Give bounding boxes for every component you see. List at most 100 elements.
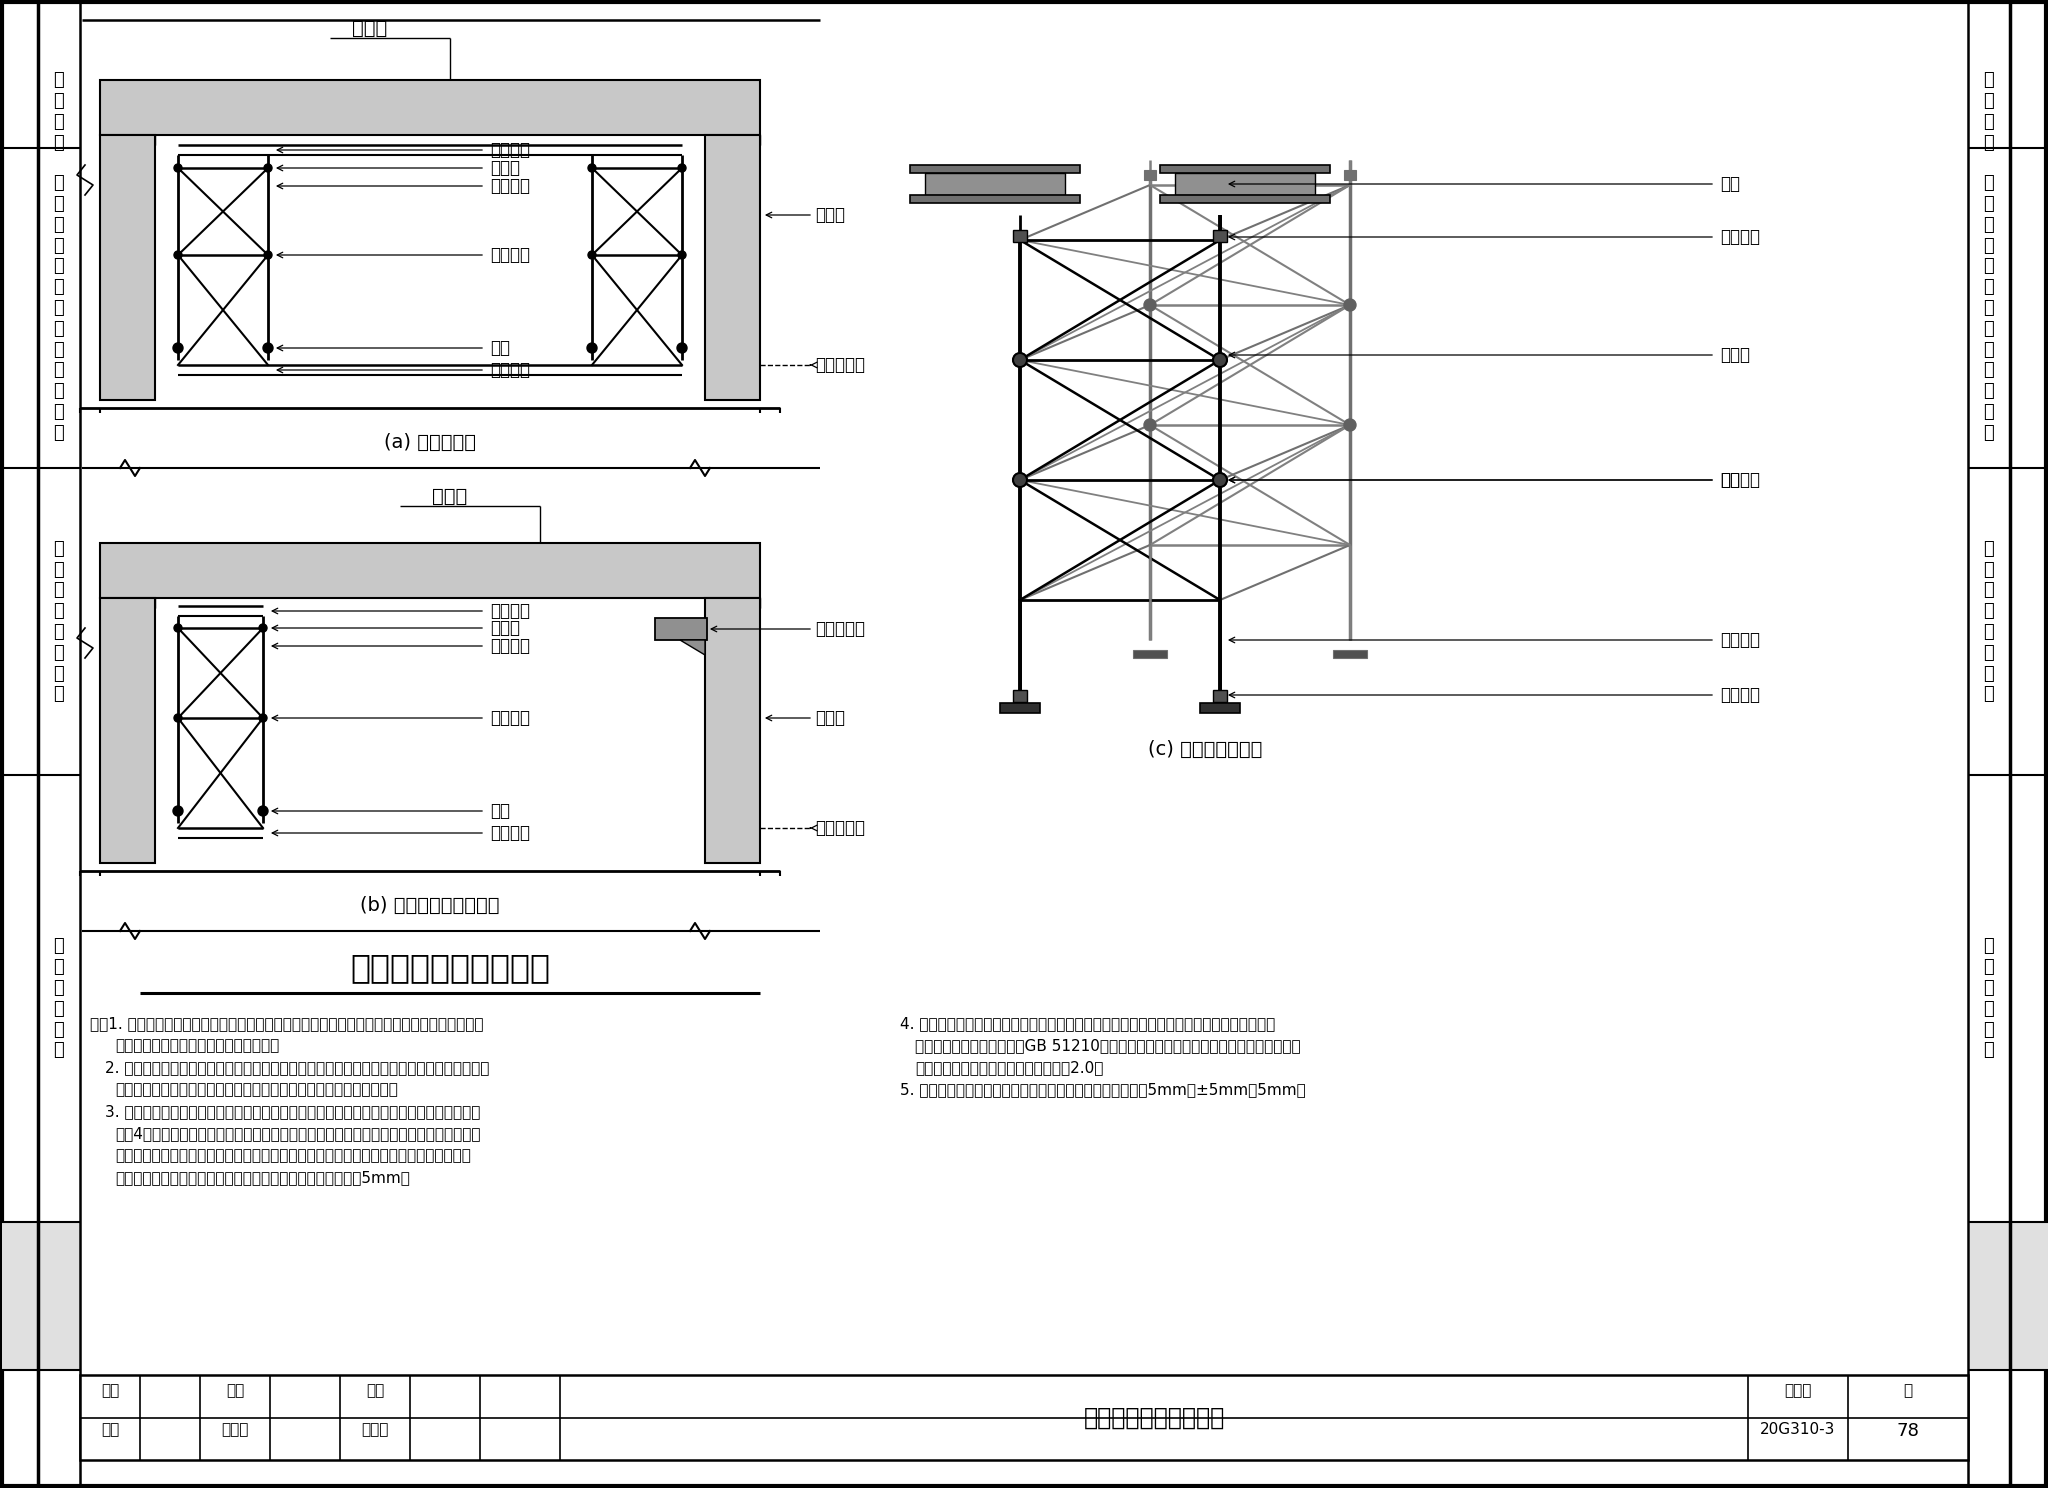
Text: 施
工
技
术
措
施: 施 工 技 术 措 施	[53, 937, 63, 1059]
Text: 可调节杆: 可调节杆	[1720, 228, 1759, 246]
Bar	[705, 135, 760, 400]
Text: 赵勇: 赵勇	[100, 1423, 119, 1437]
Circle shape	[174, 164, 182, 173]
Circle shape	[258, 623, 266, 632]
Circle shape	[678, 164, 686, 173]
Circle shape	[1014, 353, 1026, 368]
Text: 3. 根据预制梁及施工荷载等条件设置跨间临时支撑架。选用单元式支撑架时，支撑架立杆不: 3. 根据预制梁及施工荷载等条件设置跨间临时支撑架。选用单元式支撑架时，支撑架立…	[104, 1104, 481, 1119]
Bar	[100, 598, 156, 863]
Bar	[926, 173, 1065, 195]
Text: 王弘毅: 王弘毅	[360, 1423, 389, 1437]
Bar	[100, 598, 156, 609]
Text: 施
工
技
术
措
施: 施 工 技 术 措 施	[1985, 937, 1995, 1059]
Text: 水平撑杆: 水平撑杆	[1720, 472, 1759, 490]
Bar	[1970, 1222, 2048, 1370]
Text: 定措施的拆除应在相应装配式框架结构达到后续施工承载要求后进行。: 定措施的拆除应在相应装配式框架结构达到后续施工承载要求后进行。	[115, 1082, 397, 1097]
Text: 78: 78	[1896, 1423, 1919, 1440]
Text: 一
般
构
造: 一 般 构 造	[1985, 71, 1995, 152]
Bar	[1145, 170, 1155, 180]
Bar	[2, 1222, 80, 1370]
Bar	[909, 165, 1079, 173]
Bar	[1133, 650, 1167, 658]
Text: 支撑立杆: 支撑立杆	[489, 177, 530, 195]
Circle shape	[678, 251, 686, 259]
Text: 校对: 校对	[225, 1382, 244, 1399]
Text: 结构完成面: 结构完成面	[815, 356, 864, 373]
Text: 注：1. 本图适用于预制梁临时固定措施采用支撑架或支撑架和临时钢牛腿的情况。当有可靠经验: 注：1. 本图适用于预制梁临时固定措施采用支撑架或支撑架和临时钢牛腿的情况。当有…	[90, 1016, 483, 1031]
Text: 可调节杆: 可调节杆	[489, 603, 530, 620]
Circle shape	[258, 806, 268, 815]
Circle shape	[1145, 299, 1155, 311]
Text: 结构完成面: 结构完成面	[815, 818, 864, 836]
Text: 预制梁: 预制梁	[352, 19, 387, 39]
Text: 可调节杆: 可调节杆	[489, 362, 530, 379]
Text: 预
制
梁
、
预
制
柱
和
节
点
区
构
造: 预 制 梁 、 预 制 柱 和 节 点 区 构 造	[53, 174, 63, 442]
Text: 水平撑杆: 水平撑杆	[489, 246, 530, 263]
Text: 圆盘: 圆盘	[489, 339, 510, 357]
Bar	[100, 135, 156, 400]
Text: 斜撑杆: 斜撑杆	[489, 159, 520, 177]
Text: 面，托梁应具备足够的强度与刚度，托梁型钢板材壁厚不小于5mm。: 面，托梁应具备足够的强度与刚度，托梁型钢板材壁厚不小于5mm。	[115, 1170, 410, 1184]
Circle shape	[1145, 420, 1155, 432]
Circle shape	[588, 164, 596, 173]
Bar	[1014, 690, 1026, 702]
Text: 下均设可调节杆，以调整支撑高程。支撑架顶设置型钢托梁，预制梁安装时搁置于托梁顶: 下均设可调节杆，以调整支撑高程。支撑架顶设置型钢托梁，预制梁安装时搁置于托梁顶	[115, 1149, 471, 1164]
Text: 时，也可采用其他的临时固定措施做法。: 时，也可采用其他的临时固定措施做法。	[115, 1039, 279, 1054]
Text: 可调节杆: 可调节杆	[489, 824, 530, 842]
Bar	[1333, 650, 1366, 658]
Text: 预
制
梁
、
预
制
柱
和
节
点
区
构
造: 预 制 梁 、 预 制 柱 和 节 点 区 构 造	[1985, 174, 1995, 442]
Text: 预制梁临时固定措施二: 预制梁临时固定措施二	[1083, 1406, 1225, 1430]
Bar	[1159, 165, 1329, 173]
Circle shape	[1014, 473, 1026, 487]
Bar	[705, 598, 760, 609]
Text: 页: 页	[1903, 1382, 1913, 1399]
Circle shape	[174, 714, 182, 722]
Text: 水平撑杆: 水平撑杆	[489, 708, 530, 728]
Text: 预制柱: 预制柱	[815, 708, 846, 728]
Circle shape	[1212, 473, 1227, 487]
Text: 圆盘: 圆盘	[489, 802, 510, 820]
Bar	[100, 80, 760, 135]
Text: 可调节杆: 可调节杆	[1720, 686, 1759, 704]
Text: 临时钢牛腿: 临时钢牛腿	[815, 620, 864, 638]
Bar	[1212, 690, 1227, 702]
Text: 报告。支撑架的施工安全系数不应小于2.0。: 报告。支撑架的施工安全系数不应小于2.0。	[915, 1059, 1104, 1074]
Bar	[909, 195, 1079, 202]
Circle shape	[1343, 299, 1356, 311]
Circle shape	[1343, 420, 1356, 432]
Text: 20G310-3: 20G310-3	[1761, 1423, 1835, 1437]
Text: 预制梁临时固定措施二: 预制梁临时固定措施二	[350, 951, 551, 984]
Text: 斜撑杆: 斜撑杆	[489, 619, 520, 637]
Text: 少于4支；立杆之间需设水平撑杆及斜撑杆，以保证支撑架的整体稳固性。支撑架立杆上、: 少于4支；立杆之间需设水平撑杆及斜撑杆，以保证支撑架的整体稳固性。支撑架立杆上、	[115, 1126, 481, 1141]
Text: 托梁: 托梁	[1720, 176, 1741, 193]
Bar	[1200, 702, 1239, 713]
Text: 支撑立杆: 支撑立杆	[489, 637, 530, 655]
Text: 脚手架安全技术统一标准》GB 51210相关设计要求，支撑架进场时，宜提供承载力试验: 脚手架安全技术统一标准》GB 51210相关设计要求，支撑架进场时，宜提供承载力…	[915, 1039, 1300, 1054]
Circle shape	[174, 251, 182, 259]
Text: 斜撑杆: 斜撑杆	[1720, 347, 1749, 365]
Text: 设计: 设计	[367, 1382, 385, 1399]
Text: 预制柱: 预制柱	[815, 205, 846, 225]
Bar	[1212, 231, 1227, 243]
Text: 唐雪梅: 唐雪梅	[221, 1423, 248, 1437]
Text: 图集号: 图集号	[1784, 1382, 1812, 1399]
Text: 框
架
连
接
节
点
构
造: 框 架 连 接 节 点 构 造	[53, 540, 63, 704]
Circle shape	[174, 623, 182, 632]
Bar	[1176, 173, 1315, 195]
Text: 4. 支撑架应具备竖向及水平向承载能力、稳定承载能力，并应满足现行国家标准《建筑施工: 4. 支撑架应具备竖向及水平向承载能力、稳定承载能力，并应满足现行国家标准《建筑…	[899, 1016, 1276, 1031]
Bar	[999, 702, 1040, 713]
Text: 支撑立杆: 支撑立杆	[1720, 631, 1759, 649]
Text: (c) 支撑架三维示意: (c) 支撑架三维示意	[1147, 740, 1262, 759]
Text: 一
般
构
造: 一 般 构 造	[53, 71, 63, 152]
Bar	[705, 135, 760, 144]
Text: 圆盘: 圆盘	[1720, 472, 1741, 490]
Text: 审核: 审核	[100, 1382, 119, 1399]
Bar	[655, 618, 707, 640]
Circle shape	[1212, 353, 1227, 368]
Text: 预制梁: 预制梁	[432, 487, 467, 506]
Bar	[705, 598, 760, 863]
Circle shape	[678, 344, 686, 353]
Polygon shape	[680, 640, 705, 655]
Text: 可调节杆: 可调节杆	[489, 141, 530, 159]
Text: 5. 预制梁的倾斜度、标高和中心线对轴线的允许偏差分别为5mm、±5mm和5mm。: 5. 预制梁的倾斜度、标高和中心线对轴线的允许偏差分别为5mm、±5mm和5mm…	[899, 1082, 1307, 1097]
